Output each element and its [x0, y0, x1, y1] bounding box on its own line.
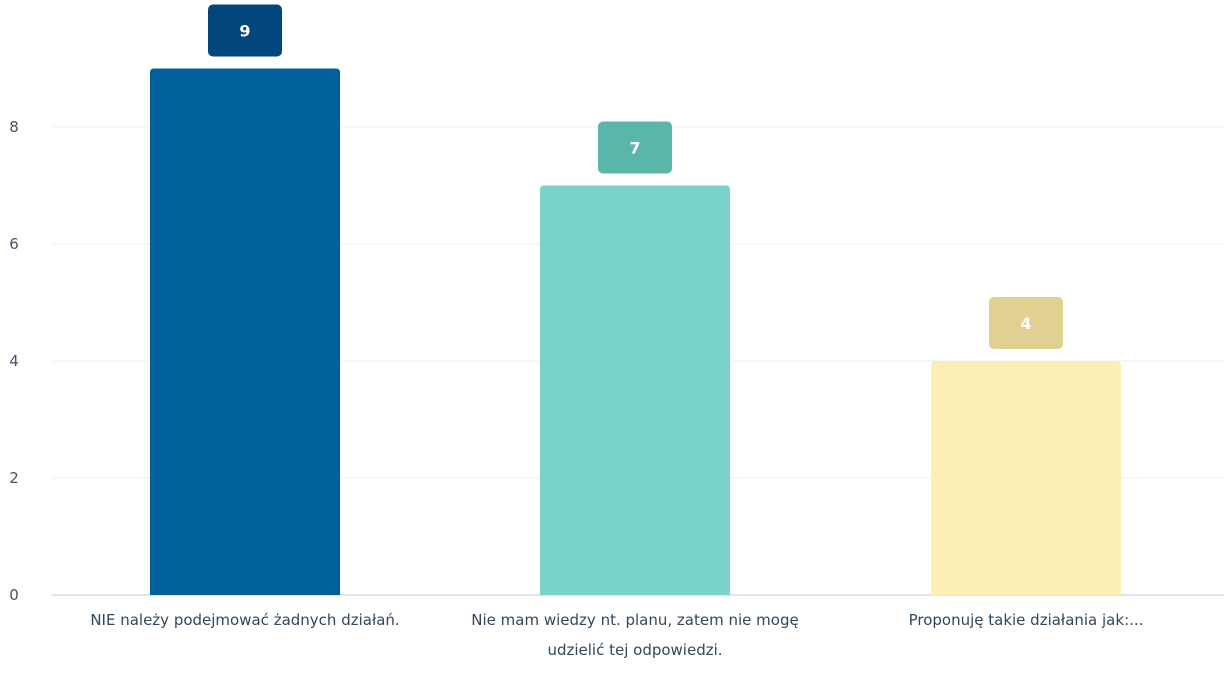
- data-labels: 9 7 4: [208, 4, 1063, 349]
- data-label-2: 7: [598, 121, 672, 174]
- bar-3[interactable]: [931, 361, 1121, 595]
- x-category-label: Nie mam wiedzy nt. planu, zatem nie mogę…: [471, 611, 799, 659]
- data-label-box: [598, 121, 672, 174]
- data-label-box: [208, 4, 282, 57]
- y-tick-label: 4: [9, 352, 19, 370]
- data-label-3: 4: [989, 297, 1063, 349]
- y-axis-ticks: 0 2 4 6 8: [9, 118, 19, 604]
- y-tick-label: 2: [9, 469, 19, 487]
- x-category-label: NIE należy podejmować żadnych działań.: [90, 611, 400, 629]
- data-label-box: [989, 297, 1063, 349]
- bars: [150, 68, 1121, 596]
- y-tick-label: 0: [9, 586, 19, 604]
- y-tick-label: 6: [9, 235, 19, 253]
- bar-2[interactable]: [540, 185, 730, 596]
- data-label-1: 9: [208, 4, 282, 57]
- y-tick-label: 8: [9, 118, 19, 136]
- data-label-value: 4: [1020, 314, 1031, 333]
- data-label-value: 9: [239, 22, 250, 41]
- data-label-value: 7: [629, 139, 640, 158]
- x-category-label: Proponuję takie działania jak:...: [908, 611, 1144, 629]
- bar-1[interactable]: [150, 68, 340, 596]
